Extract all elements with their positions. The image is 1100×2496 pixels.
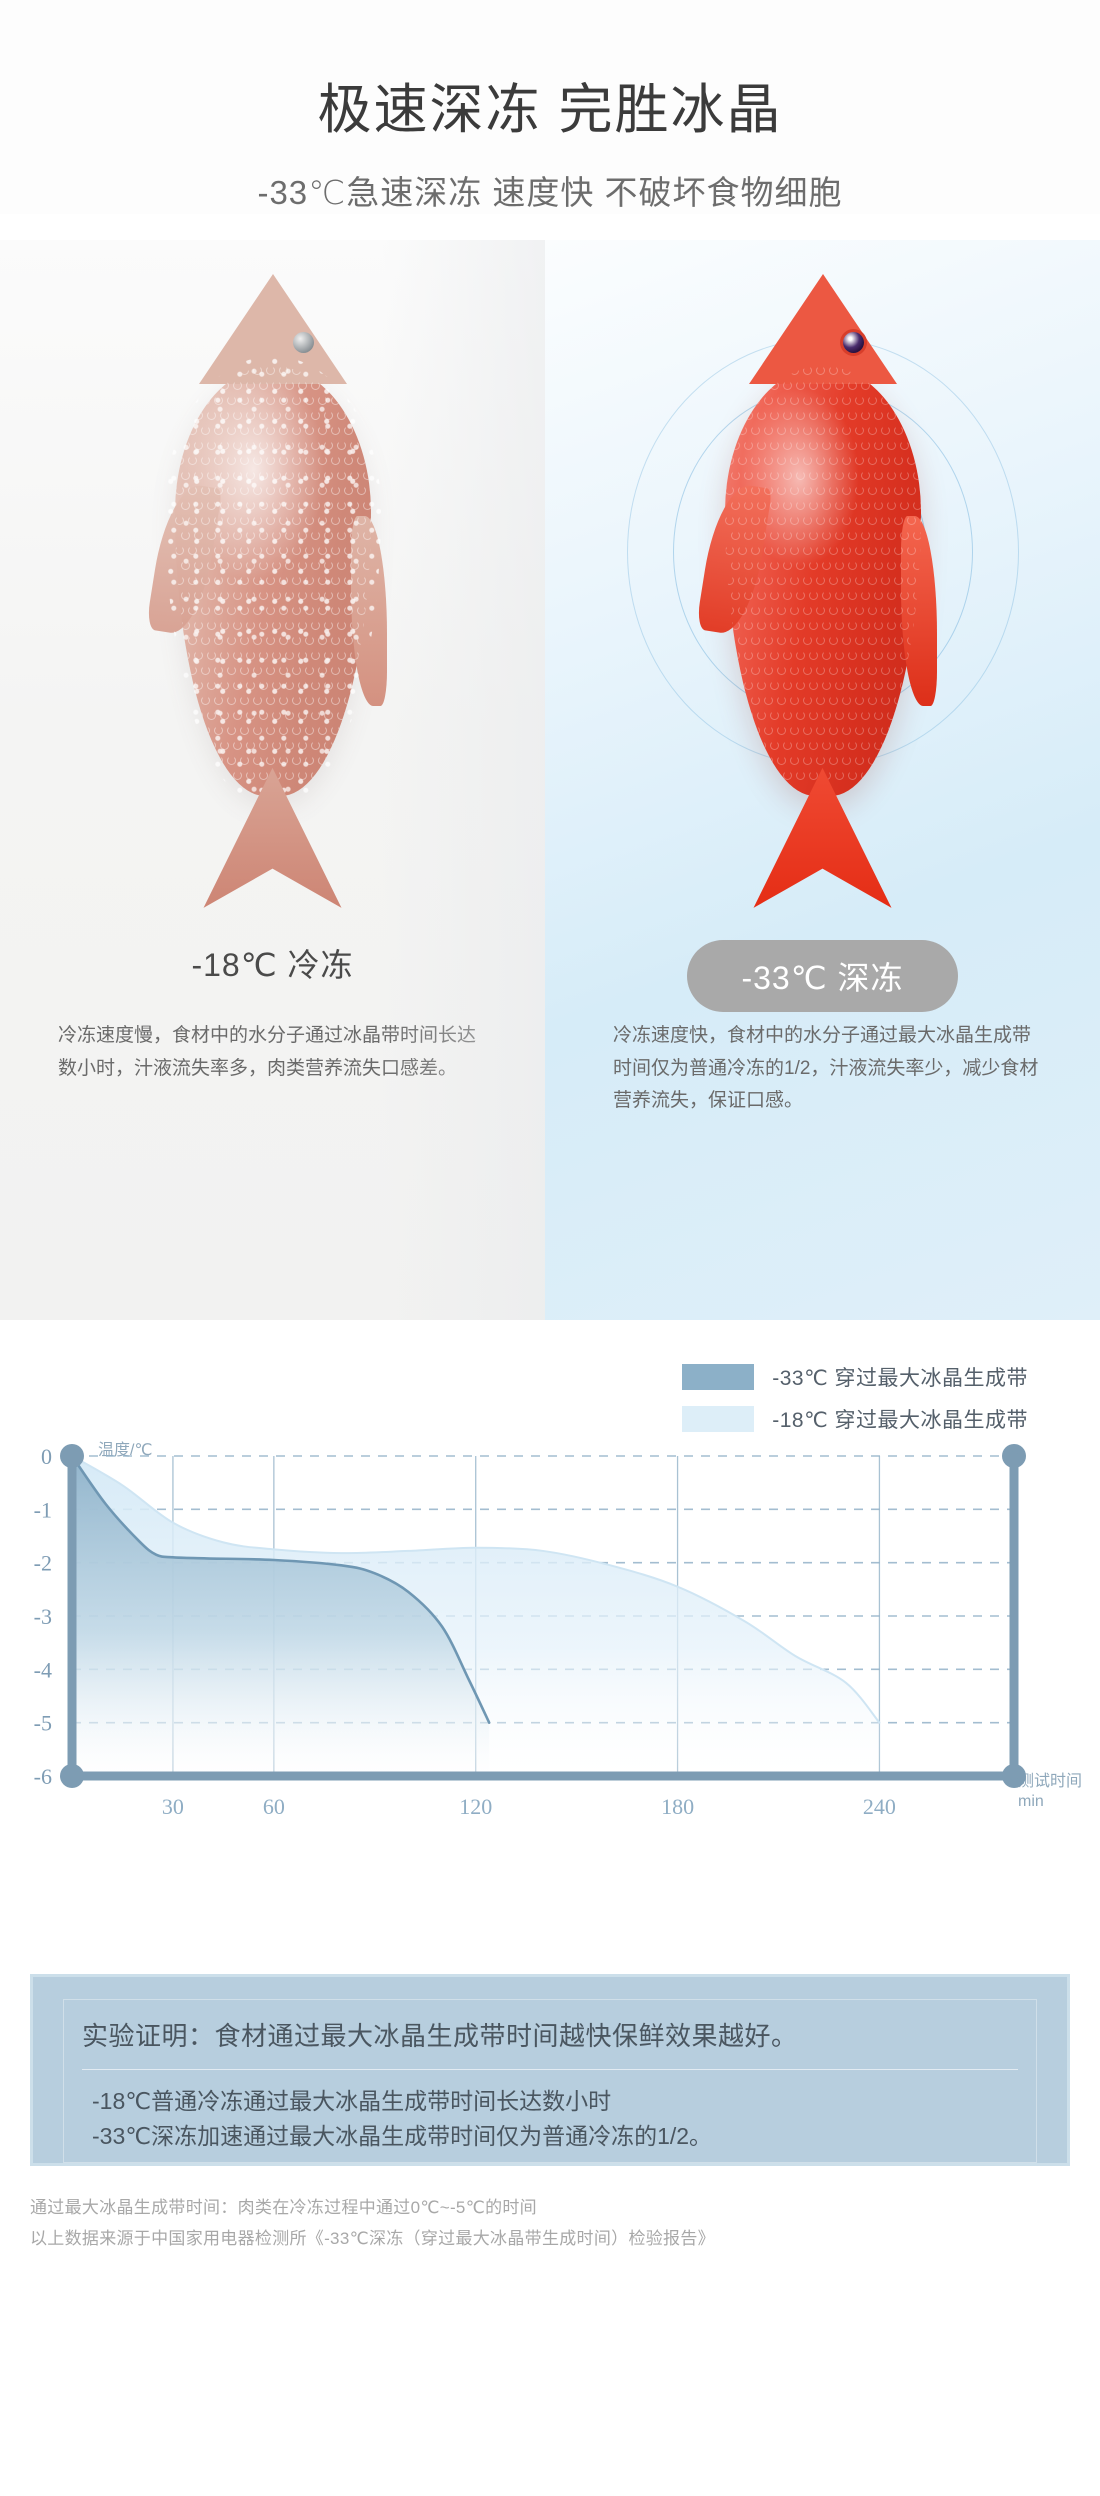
comparison-pane-left: -18℃ 冷冻 冷冻速度慢，食材中的水分子通过冰晶带时间长达数小时，汁液流失率多… [0,239,545,1320]
fresh-fish-image [695,273,937,908]
svg-text:-1: -1 [34,1497,52,1522]
svg-text:180: 180 [661,1794,694,1819]
fish-stage-left [0,240,545,940]
legend-item-0: -33℃ 穿过最大冰晶生成带 [682,1362,1028,1392]
y-axis-label: 温度/℃ [98,1441,153,1459]
scale-texture [174,365,371,796]
legend-swatch-normal-freeze [682,1405,755,1432]
x-axis-label: 测试时间 min [1017,1772,1082,1810]
svg-text:60: 60 [263,1794,285,1819]
left-description: 冷冻速度慢，食材中的水分子通过冰晶带时间长达数小时，汁液流失率多，肉类营养流失口… [58,1024,477,1079]
conclusion-callout: 实验证明：食材通过最大冰晶生成带时间越快保鲜效果越好。 -18℃普通冷冻通过最大… [30,1973,1070,2166]
callout-divider [82,2068,1018,2070]
callout-line-0: -18℃普通冷冻通过最大冰晶生成带时间长达数小时 [92,2087,612,2114]
comparison-pane-right: -33℃ 深冻 冷冻速度快，食材中的水分子通过最大冰晶生成带时间仅为普通冷冻的1… [545,239,1100,1320]
page-subtitle: -33℃急速深冻 速度快 不破坏食物细胞 [257,173,843,211]
legend-swatch-deep-freeze [682,1363,755,1390]
label-minus18: -18℃ 冷冻 [191,946,354,983]
page-title: 极速深冻 完胜冰晶 [317,80,783,140]
svg-text:-5: -5 [34,1711,52,1736]
svg-text:-4: -4 [34,1657,52,1682]
legend-label-normal-freeze: -18℃ 穿过最大冰晶生成带 [772,1408,1028,1432]
badge-minus33: -33℃ 深冻 [687,939,958,1012]
svg-text:240: 240 [863,1794,896,1819]
right-description: 冷冻速度快，食材中的水分子通过最大冰晶生成带时间仅为普通冷冻的1/2，汁液流失率… [613,1024,1039,1112]
svg-text:30: 30 [162,1794,184,1819]
scale-texture [724,365,921,796]
callout-heading: 实验证明：食材通过最大冰晶生成带时间越快保鲜效果越好。 [82,2020,798,2051]
svg-text:0: 0 [41,1444,52,1469]
svg-text:-6: -6 [34,1764,52,1789]
legend-item-1: -18℃ 穿过最大冰晶生成带 [682,1404,1028,1434]
footnote-0: 通过最大冰晶生成带时间：肉类在冷冻过程中通过0℃~-5℃的时间 [30,2197,537,2217]
frosted-fish-image [145,273,387,908]
chart-legend: -33℃ 穿过最大冰晶生成带 -18℃ 穿过最大冰晶生成带 [682,1362,1028,1446]
footnotes: 通过最大冰晶生成带时间：肉类在冷冻过程中通过0℃~-5℃的时间 以上数据来源于中… [30,2192,1070,2255]
footnote-1: 以上数据来源于中国家用电器检测所《-33℃深冻（穿过最大冰晶带生成时间）检验报告… [30,2229,715,2249]
svg-text:-2: -2 [34,1551,52,1576]
svg-text:120: 120 [459,1794,492,1819]
temperature-chart: -33℃ 穿过最大冰晶生成带 -18℃ 穿过最大冰晶生成带 温度/℃ 测试时间 … [0,1363,1100,1940]
callout-line-1: -33℃深冻加速通过最大冰晶生成带时间仅为普通冷冻的1/2。 [92,2122,713,2149]
comparison-section: -18℃ 冷冻 冷冻速度慢，食材中的水分子通过冰晶带时间长达数小时，汁液流失率多… [0,239,1100,1320]
left-label-row: -18℃ 冷冻 [0,940,545,986]
svg-text:-3: -3 [34,1604,52,1629]
right-label-row: -33℃ 深冻 [545,939,1100,1012]
page-header: 极速深冻 完胜冰晶 -33℃急速深冻 速度快 不破坏食物细胞 [0,0,1100,214]
chart-plot-area: 0 -1 -2 -3 -4 -5 -6 30 60 120 180 240 [34,1443,1026,1819]
fish-stage-right [545,240,1100,940]
legend-label-deep-freeze: -33℃ 穿过最大冰晶生成带 [772,1366,1028,1390]
